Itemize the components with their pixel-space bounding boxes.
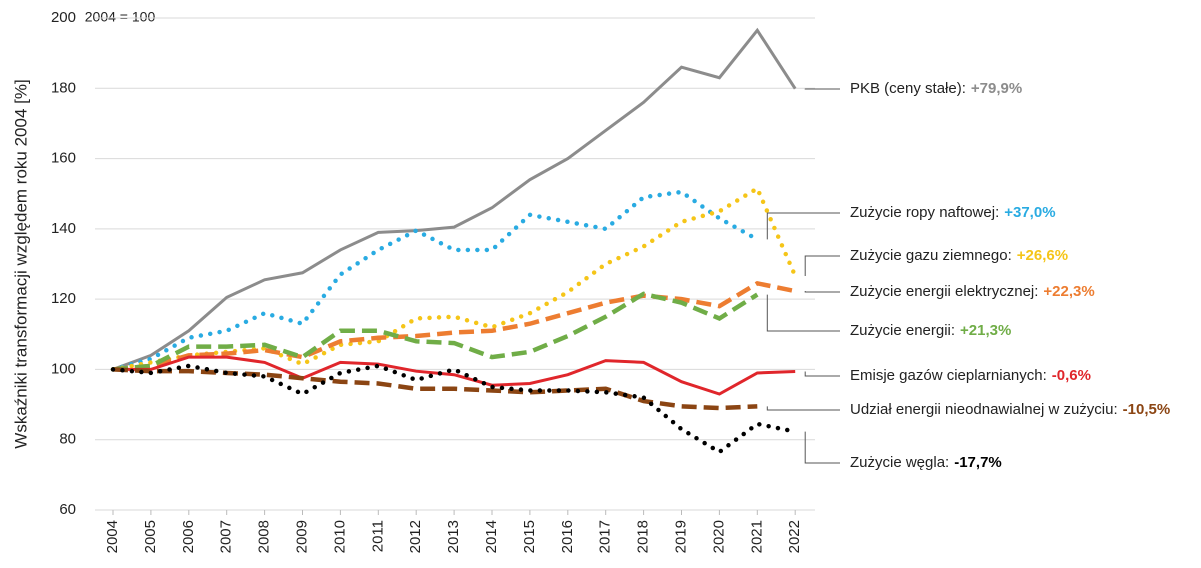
x-tick-label: 2022	[786, 520, 803, 553]
series-label: PKB (ceny stałe): +79,9%	[850, 80, 1022, 97]
x-tick-label: 2009	[293, 520, 310, 553]
series-end-label: -0,6%	[1052, 367, 1091, 384]
x-tick-label: 2016	[559, 520, 576, 553]
leader-line	[804, 255, 840, 276]
series-line	[110, 363, 798, 455]
annotation: 2004 = 100	[85, 9, 156, 25]
y-tick-label: 140	[51, 220, 76, 237]
y-tick-label: 80	[59, 431, 76, 448]
x-tick-label: 2008	[256, 520, 273, 553]
x-tick-label: 2004	[104, 520, 121, 553]
x-tick-label: 2007	[218, 520, 235, 553]
x-tick-label: 2017	[597, 520, 614, 553]
x-tick-label: 2005	[142, 520, 159, 553]
series-end-label: +37,0%	[1004, 204, 1055, 221]
series-end-label: +79,9%	[971, 80, 1022, 97]
leader-line	[766, 212, 840, 240]
x-tick-label: 2019	[672, 520, 689, 553]
series-line	[112, 27, 797, 371]
x-tick-label: 2011	[369, 520, 386, 552]
leader-line	[804, 291, 840, 293]
series-end-label: -10,5%	[1123, 401, 1171, 418]
x-tick-label: 2012	[407, 520, 424, 553]
series-name: Zużycie gazu ziemnego:	[850, 247, 1012, 264]
leader-line	[766, 406, 840, 411]
x-tick-label: 2018	[635, 520, 652, 553]
y-tick-label: 180	[51, 79, 76, 96]
series-label: Zużycie węgla: -17,7%	[850, 454, 1002, 471]
series-label: Zużycie ropy naftowej: +37,0%	[850, 204, 1056, 221]
y-tick-label: 100	[51, 360, 76, 377]
series-label: Zużycie energii elektrycznej: +22,3%	[850, 283, 1095, 300]
series-name: Zużycie ropy naftowej:	[850, 204, 999, 221]
series-name: PKB (ceny stałe):	[850, 80, 966, 97]
series-line	[110, 189, 760, 372]
series-name: Zużycie węgla:	[850, 454, 949, 471]
series-name: Udział energii nieodnawialnej w zużyciu:	[850, 401, 1118, 418]
series-name: Zużycie energii:	[850, 322, 955, 339]
series-line	[113, 355, 796, 396]
x-tick-label: 2010	[331, 520, 348, 553]
x-tick-label: 2021	[748, 520, 765, 553]
series-end-label: -17,7%	[954, 454, 1002, 471]
y-tick-label: 160	[51, 150, 76, 167]
y-tick-label: 120	[51, 290, 76, 307]
series-end-label: +21,3%	[960, 322, 1011, 339]
series-line	[112, 367, 758, 411]
y-tick-label: 60	[59, 501, 76, 518]
x-tick-label: 2020	[710, 520, 727, 553]
series-end-label: +26,6%	[1017, 247, 1068, 264]
x-tick-label: 2015	[521, 520, 538, 553]
series-label: Zużycie gazu ziemnego: +26,6%	[850, 247, 1068, 264]
x-tick-label: 2014	[483, 520, 500, 553]
y-tick-label: 200	[51, 9, 76, 26]
series-label: Emisje gazów cieplarnianych: -0,6%	[850, 367, 1091, 384]
series-line	[112, 291, 759, 372]
y-axis-label: Wskaźniki transformacji względem roku 20…	[11, 79, 30, 448]
series-label: Zużycie energii: +21,3%	[850, 322, 1011, 339]
leader-line	[766, 294, 840, 332]
leader-line	[804, 371, 840, 377]
series-name: Emisje gazów cieplarnianych:	[850, 367, 1047, 384]
series-end-label: +22,3%	[1043, 283, 1094, 300]
series-line	[112, 280, 796, 372]
series-label: Udział energii nieodnawialnej w zużyciu:…	[850, 401, 1170, 418]
series-name: Zużycie energii elektrycznej:	[850, 283, 1038, 300]
x-tick-label: 2013	[445, 520, 462, 553]
x-tick-label: 2006	[180, 520, 197, 553]
leader-line	[804, 431, 840, 464]
